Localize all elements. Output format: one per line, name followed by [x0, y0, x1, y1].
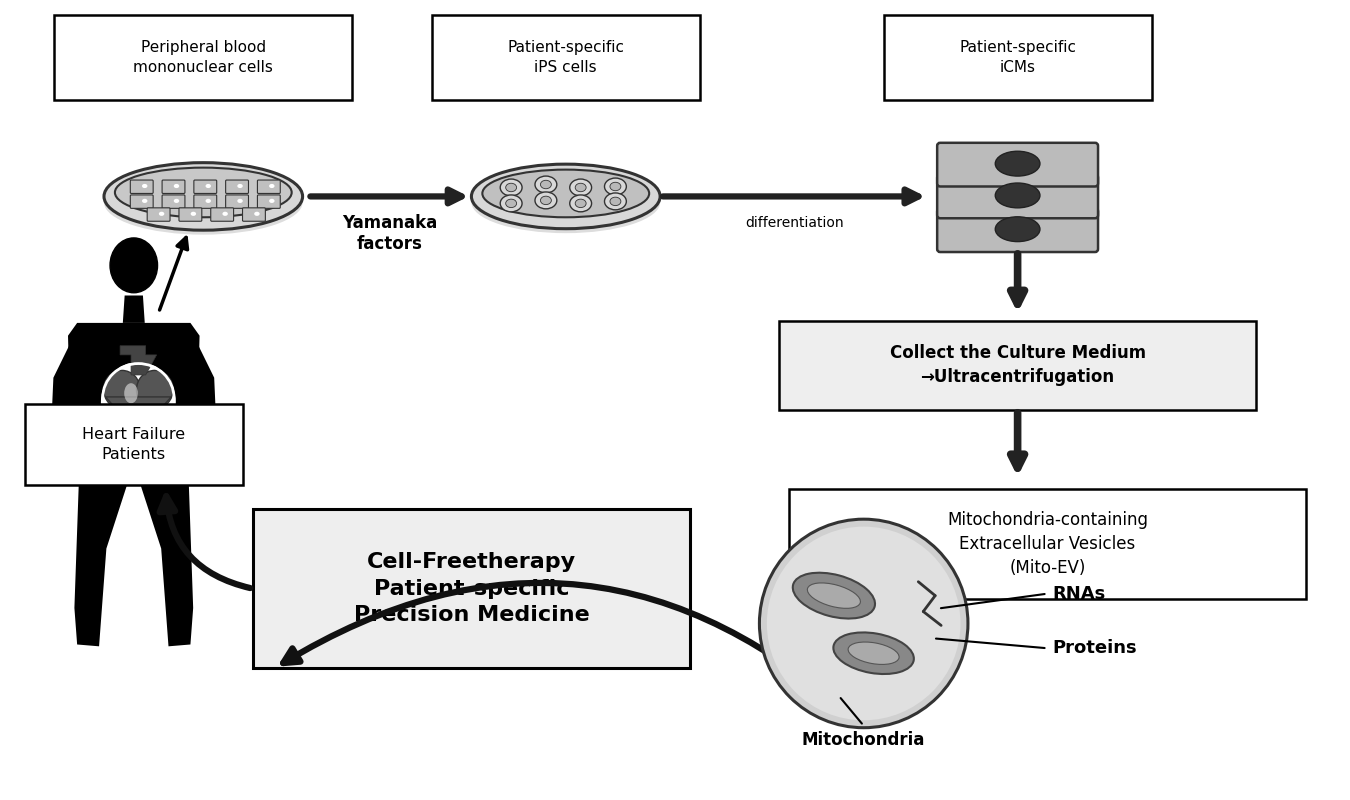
Ellipse shape: [540, 180, 551, 189]
Ellipse shape: [605, 178, 626, 195]
Ellipse shape: [610, 197, 621, 206]
Ellipse shape: [995, 151, 1040, 176]
Ellipse shape: [501, 195, 522, 212]
FancyBboxPatch shape: [937, 208, 1098, 252]
FancyArrowPatch shape: [284, 583, 861, 726]
Ellipse shape: [760, 519, 968, 728]
FancyBboxPatch shape: [24, 404, 243, 486]
Polygon shape: [50, 330, 93, 463]
FancyArrowPatch shape: [159, 496, 250, 588]
Ellipse shape: [205, 199, 211, 203]
Text: Patient-specific
iPS cells: Patient-specific iPS cells: [508, 40, 624, 74]
FancyBboxPatch shape: [779, 321, 1256, 410]
FancyBboxPatch shape: [432, 15, 699, 100]
Ellipse shape: [238, 184, 243, 188]
FancyBboxPatch shape: [225, 180, 248, 194]
Ellipse shape: [506, 199, 517, 207]
Ellipse shape: [792, 573, 875, 618]
FancyBboxPatch shape: [937, 142, 1098, 186]
Ellipse shape: [610, 182, 621, 190]
Ellipse shape: [101, 362, 176, 442]
FancyBboxPatch shape: [54, 15, 352, 100]
Text: Peripheral blood
mononuclear cells: Peripheral blood mononuclear cells: [134, 40, 273, 74]
Ellipse shape: [136, 370, 173, 409]
Text: Patient-specific
iCMs: Patient-specific iCMs: [958, 40, 1076, 74]
FancyBboxPatch shape: [258, 195, 281, 208]
Ellipse shape: [238, 199, 243, 203]
FancyBboxPatch shape: [252, 510, 690, 668]
Text: Heart Failure
Patients: Heart Failure Patients: [82, 427, 185, 462]
Ellipse shape: [995, 183, 1040, 208]
Ellipse shape: [767, 526, 960, 720]
Text: Yamanaka
factors: Yamanaka factors: [343, 214, 437, 253]
Ellipse shape: [605, 193, 626, 210]
Ellipse shape: [540, 196, 551, 205]
FancyBboxPatch shape: [131, 180, 153, 194]
Ellipse shape: [124, 383, 138, 403]
FancyBboxPatch shape: [147, 208, 170, 222]
Polygon shape: [74, 478, 130, 646]
FancyBboxPatch shape: [243, 208, 266, 222]
FancyBboxPatch shape: [211, 208, 234, 222]
Ellipse shape: [159, 212, 165, 216]
Ellipse shape: [111, 238, 158, 293]
Ellipse shape: [223, 212, 228, 216]
Ellipse shape: [142, 199, 147, 203]
Text: Mitochondria-containing
Extracellular Vesicles
(Mito-EV): Mitochondria-containing Extracellular Ve…: [946, 511, 1148, 577]
Ellipse shape: [535, 192, 556, 209]
Ellipse shape: [174, 184, 180, 188]
Ellipse shape: [575, 183, 586, 192]
Ellipse shape: [848, 642, 899, 665]
Ellipse shape: [269, 184, 274, 188]
FancyBboxPatch shape: [194, 195, 217, 208]
Polygon shape: [120, 346, 157, 375]
Text: RNAs: RNAs: [1053, 585, 1106, 602]
Ellipse shape: [205, 184, 211, 188]
Ellipse shape: [471, 164, 660, 229]
Ellipse shape: [254, 212, 259, 216]
Text: Mitochondria: Mitochondria: [802, 730, 925, 749]
Ellipse shape: [807, 583, 860, 608]
FancyBboxPatch shape: [883, 15, 1152, 100]
Polygon shape: [68, 323, 200, 478]
Ellipse shape: [174, 199, 180, 203]
Text: Collect the Culture Medium
→Ultracentrifugation: Collect the Culture Medium →Ultracentrif…: [890, 345, 1146, 386]
Text: Proteins: Proteins: [1053, 639, 1137, 658]
FancyBboxPatch shape: [194, 180, 217, 194]
Ellipse shape: [115, 168, 292, 218]
FancyBboxPatch shape: [180, 208, 201, 222]
Ellipse shape: [104, 170, 302, 234]
Polygon shape: [138, 478, 193, 646]
FancyBboxPatch shape: [131, 195, 153, 208]
Ellipse shape: [570, 179, 591, 196]
Ellipse shape: [575, 199, 586, 207]
Ellipse shape: [482, 170, 649, 218]
Ellipse shape: [506, 183, 517, 192]
Ellipse shape: [142, 184, 147, 188]
Ellipse shape: [501, 179, 522, 196]
FancyBboxPatch shape: [225, 195, 248, 208]
Ellipse shape: [995, 217, 1040, 242]
FancyBboxPatch shape: [937, 174, 1098, 218]
Ellipse shape: [570, 195, 591, 212]
Polygon shape: [123, 295, 144, 323]
Polygon shape: [174, 330, 217, 463]
Text: differentiation: differentiation: [745, 216, 844, 230]
Ellipse shape: [269, 199, 274, 203]
Ellipse shape: [833, 633, 914, 674]
Ellipse shape: [104, 162, 302, 230]
FancyBboxPatch shape: [258, 180, 281, 194]
FancyBboxPatch shape: [162, 180, 185, 194]
Ellipse shape: [104, 370, 140, 409]
Text: Cell-Freetherapy
Patient-specific
Precision Medicine: Cell-Freetherapy Patient-specific Precis…: [354, 552, 590, 625]
Ellipse shape: [190, 212, 196, 216]
Ellipse shape: [471, 171, 660, 233]
Ellipse shape: [535, 176, 556, 193]
Polygon shape: [105, 397, 171, 434]
FancyBboxPatch shape: [790, 490, 1305, 598]
FancyBboxPatch shape: [162, 195, 185, 208]
